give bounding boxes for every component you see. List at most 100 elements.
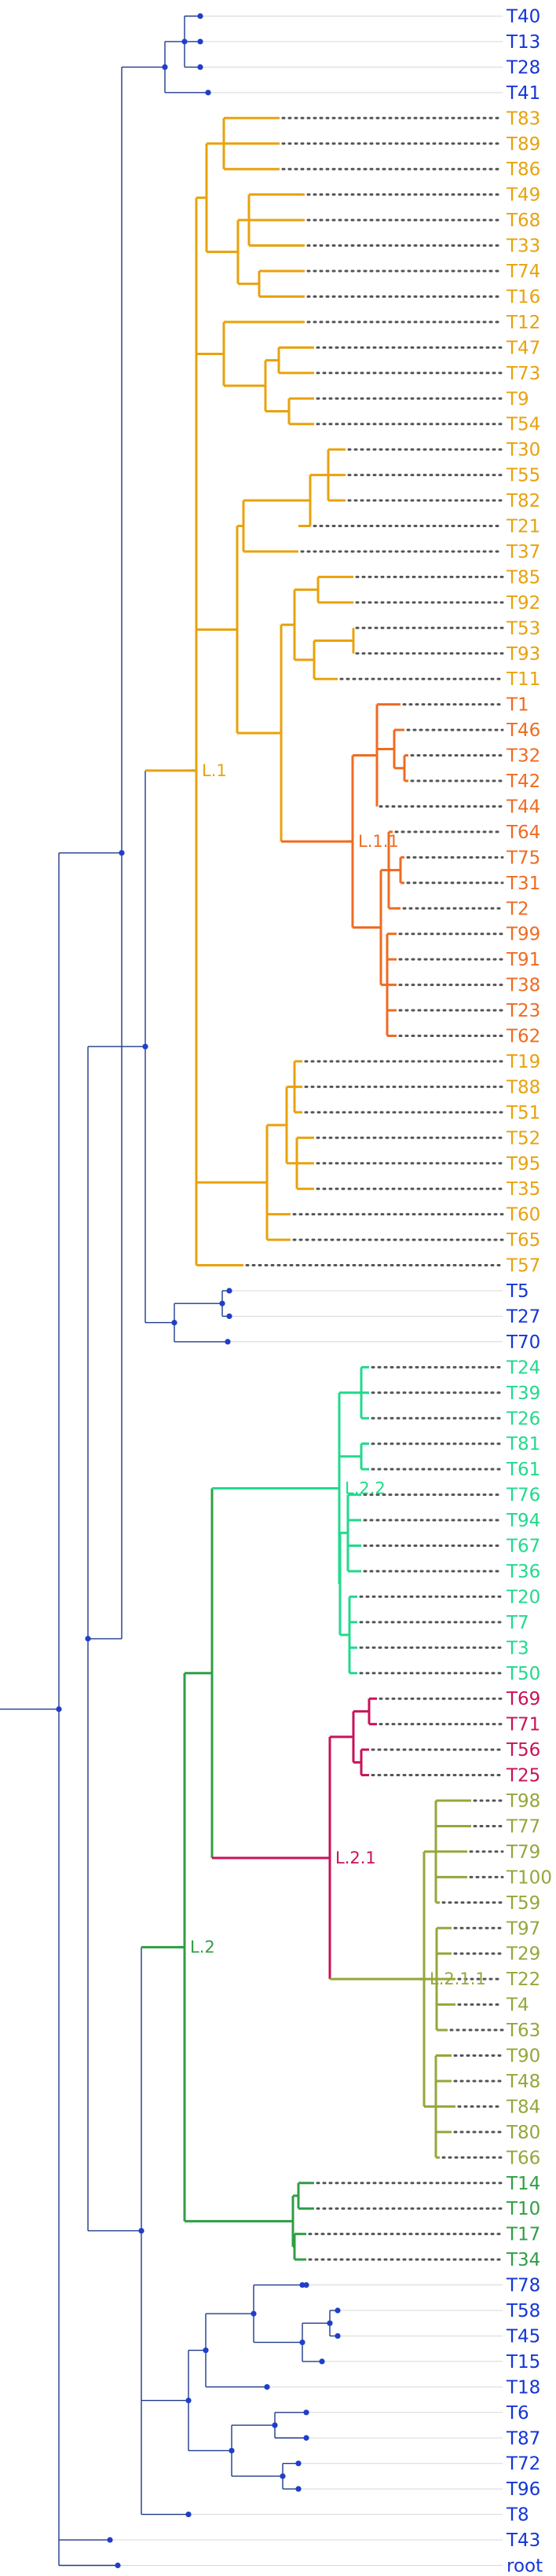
node-dot bbox=[327, 2320, 333, 2326]
tip-dot bbox=[303, 2281, 309, 2288]
clade-label-l2-2: L.2.2 bbox=[345, 1479, 386, 1497]
node-dot bbox=[181, 38, 188, 45]
tip-label: T48 bbox=[506, 2072, 540, 2092]
tip-label: T87 bbox=[506, 2428, 540, 2449]
tip-label: T52 bbox=[506, 1128, 540, 1149]
tip-label: T10 bbox=[506, 2199, 540, 2219]
tip-label: T20 bbox=[506, 1587, 540, 1607]
tip-dot bbox=[303, 2435, 309, 2441]
node-dot bbox=[251, 2310, 257, 2317]
tip-label: T83 bbox=[506, 108, 540, 129]
tip-label: T41 bbox=[506, 83, 540, 104]
tip-label: T61 bbox=[506, 1460, 540, 1480]
tip-label: T23 bbox=[506, 1001, 540, 1021]
tip-label: T94 bbox=[506, 1511, 540, 1531]
tip-label: T84 bbox=[506, 2097, 540, 2117]
tip-label: T85 bbox=[506, 567, 540, 588]
node-dot bbox=[171, 1319, 177, 1326]
tip-label: T58 bbox=[506, 2301, 540, 2321]
tip-label: T93 bbox=[506, 644, 540, 665]
tip-label: T95 bbox=[506, 1154, 540, 1174]
tip-label: T98 bbox=[506, 1791, 540, 1812]
node-dot bbox=[299, 2281, 305, 2288]
tip-label: T31 bbox=[506, 874, 540, 894]
node-dot bbox=[203, 2347, 209, 2354]
tip-dot bbox=[205, 90, 211, 96]
node-dot bbox=[272, 2422, 278, 2428]
tip-label: T74 bbox=[506, 262, 540, 282]
tip-label: T1 bbox=[506, 695, 529, 716]
node-dot bbox=[85, 1636, 91, 1642]
tip-label: T7 bbox=[506, 1613, 529, 1633]
tip-label: T82 bbox=[506, 491, 540, 511]
node-dot bbox=[185, 2397, 192, 2404]
tip-label: T47 bbox=[506, 338, 540, 358]
clade-label-l2: L.2 bbox=[190, 1938, 215, 1957]
tip-label: T100 bbox=[506, 1867, 552, 1888]
tip-label: T21 bbox=[506, 517, 540, 537]
tip-label: T37 bbox=[506, 542, 540, 562]
tip-label: T33 bbox=[506, 236, 540, 257]
node-dot bbox=[280, 2473, 286, 2479]
tip-label: root bbox=[507, 2556, 543, 2576]
tip-label: T65 bbox=[506, 1230, 540, 1251]
tip-label: T60 bbox=[506, 1205, 540, 1226]
tip-dot bbox=[303, 2409, 309, 2416]
tip-label: T75 bbox=[506, 848, 540, 868]
tip-dot bbox=[264, 2384, 270, 2390]
tip-label: T9 bbox=[506, 389, 529, 409]
tip-label: T4 bbox=[506, 1995, 529, 2016]
tip-label: T73 bbox=[506, 364, 540, 384]
tip-label: T68 bbox=[506, 211, 540, 231]
tip-dot bbox=[226, 1313, 232, 1320]
node-markers bbox=[56, 13, 341, 2569]
tip-label: T80 bbox=[506, 2123, 540, 2143]
tip-dot bbox=[107, 2537, 113, 2543]
tip-dot bbox=[185, 2512, 192, 2518]
tip-label: T32 bbox=[506, 746, 540, 767]
tip-dot bbox=[225, 1339, 231, 1345]
tip-label: T35 bbox=[506, 1179, 540, 1200]
tip-label: T88 bbox=[506, 1077, 540, 1097]
tip-dot bbox=[295, 2486, 302, 2492]
tip-dot bbox=[335, 2332, 341, 2340]
tip-label: T70 bbox=[506, 1332, 540, 1353]
tip-label: T49 bbox=[506, 185, 540, 206]
tip-dot bbox=[226, 1288, 232, 1294]
tip-label: T17 bbox=[506, 2225, 540, 2245]
tip-label: T12 bbox=[506, 313, 540, 333]
tip-label: T36 bbox=[506, 1562, 540, 1582]
tip-dot bbox=[335, 2307, 341, 2314]
tip-label: T43 bbox=[506, 2530, 540, 2551]
tip-label: T45 bbox=[506, 2326, 540, 2347]
node-dot bbox=[142, 1043, 148, 1050]
tip-label: T64 bbox=[506, 823, 540, 843]
tip-label: T51 bbox=[506, 1103, 540, 1123]
clade-label-l2-1-1: L.2.1.1 bbox=[430, 1970, 486, 1988]
tip-label: T54 bbox=[506, 415, 540, 435]
tip-label: T46 bbox=[506, 720, 540, 741]
tip-dot bbox=[115, 2562, 121, 2569]
tip-label: T79 bbox=[506, 1842, 540, 1863]
tip-label: T89 bbox=[506, 134, 540, 155]
tip-label: T69 bbox=[506, 1689, 540, 1709]
tip-label: T96 bbox=[506, 2479, 540, 2500]
tip-label: T15 bbox=[506, 2352, 540, 2373]
tip-dot bbox=[319, 2358, 325, 2365]
tip-label: T30 bbox=[506, 440, 540, 460]
tip-label: T77 bbox=[506, 1816, 540, 1837]
tip-label: T86 bbox=[506, 159, 540, 180]
tip-label: T22 bbox=[506, 1970, 540, 1990]
tip-label: T55 bbox=[506, 466, 540, 486]
tip-label: T27 bbox=[506, 1306, 540, 1327]
tip-label: T3 bbox=[506, 1638, 529, 1658]
clade-label-l1: L.1 bbox=[202, 761, 227, 780]
tip-label: T59 bbox=[506, 1893, 540, 1914]
tip-label: T42 bbox=[506, 771, 540, 792]
tip-label: T67 bbox=[506, 1537, 540, 1557]
tip-label: T40 bbox=[506, 7, 540, 27]
tip-label: T2 bbox=[506, 899, 529, 919]
clade-label-l2-1: L.2.1 bbox=[335, 1849, 376, 1867]
node-dot bbox=[219, 1300, 225, 1306]
